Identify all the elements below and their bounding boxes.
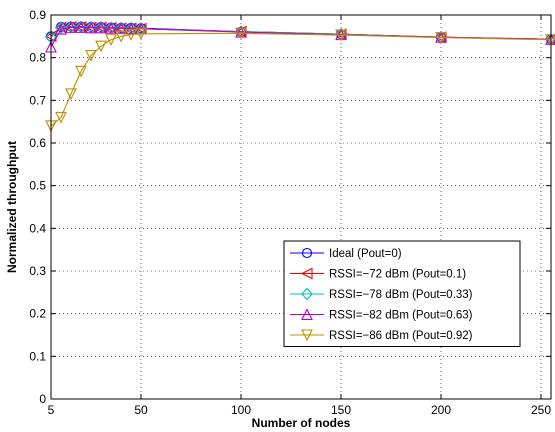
legend-item: Ideal (Pout=0) [290,247,402,260]
x-tick-label: 150 [331,403,351,417]
data-point [75,21,87,33]
data-point [95,40,107,53]
x-tick-label: 100 [231,403,251,417]
legend-marker [301,308,313,321]
data-point [235,25,247,38]
y-tick-label: 0.6 [29,136,46,150]
data-point [65,21,77,33]
data-point [95,21,107,34]
legend-item: RSSI=−82 dBm (Pout=0.63) [290,308,473,322]
x-axis-label: Number of nodes [252,416,351,430]
y-tick-label: 0.1 [29,349,46,363]
data-point [115,21,127,34]
x-tick-label: 200 [431,403,451,417]
legend-marker [301,329,313,342]
series-line [50,32,552,127]
data-point [125,29,137,41]
data-point [65,88,77,101]
legend-label: RSSI=−72 dBm (Pout=0.1) [329,269,466,281]
legend-item: RSSI=−72 dBm (Pout=0.1) [290,267,466,281]
x-tick-label: 50 [134,403,148,417]
data-point [105,34,117,46]
y-tick-label: 0.4 [29,221,46,235]
legend-marker [301,287,313,301]
y-tick-label: 0.2 [29,307,46,321]
y-tick-label: 0.8 [29,51,46,65]
data-point [135,28,147,41]
data-point [55,21,67,35]
series-5 [45,27,555,133]
data-point [55,22,67,35]
legend-marker [301,247,313,259]
legend-label: RSSI=−86 dBm (Pout=0.92) [329,330,473,342]
y-axis-label: Normalized throughput [5,141,19,273]
axes-box [50,14,552,400]
y-tick-label: 0.9 [29,8,46,22]
data-point [85,49,97,62]
data-point [85,21,97,34]
y-tick-label: 0 [39,392,46,406]
y-tick-label: 0.7 [29,93,46,107]
data-point [335,29,347,42]
legend-marker [300,267,313,280]
data-point [235,27,247,40]
legend-label: Ideal (Pout=0) [329,248,402,260]
data-point [115,30,127,43]
ticks: 5 50 100 150 200 250 0 0.1 0.2 0.3 0.4 0.5 0.6 0.7 0.8… [29,8,551,417]
data-point [55,111,67,124]
data-point [435,32,447,44]
legend: Ideal (Pout=0) RSSI=−72 dBm (Pout=0.1) RSS… [283,240,521,347]
x-tick-label: 250 [531,403,551,417]
series-group [44,20,555,133]
x-tick-label: 5 [48,403,55,417]
legend-item: RSSI=−78 dBm (Pout=0.33) [290,287,473,301]
y-tick-label: 0.5 [29,179,46,193]
data-point [75,65,87,78]
legend-label: RSSI=−82 dBm (Pout=0.63) [329,310,473,322]
legend-item: RSSI=−86 dBm (Pout=0.92) [290,329,473,342]
legend-label: RSSI=−78 dBm (Pout=0.33) [329,289,473,301]
data-point [125,22,137,35]
series-line [50,26,552,48]
data-point [105,21,117,34]
y-tick-label: 0.3 [29,264,46,278]
